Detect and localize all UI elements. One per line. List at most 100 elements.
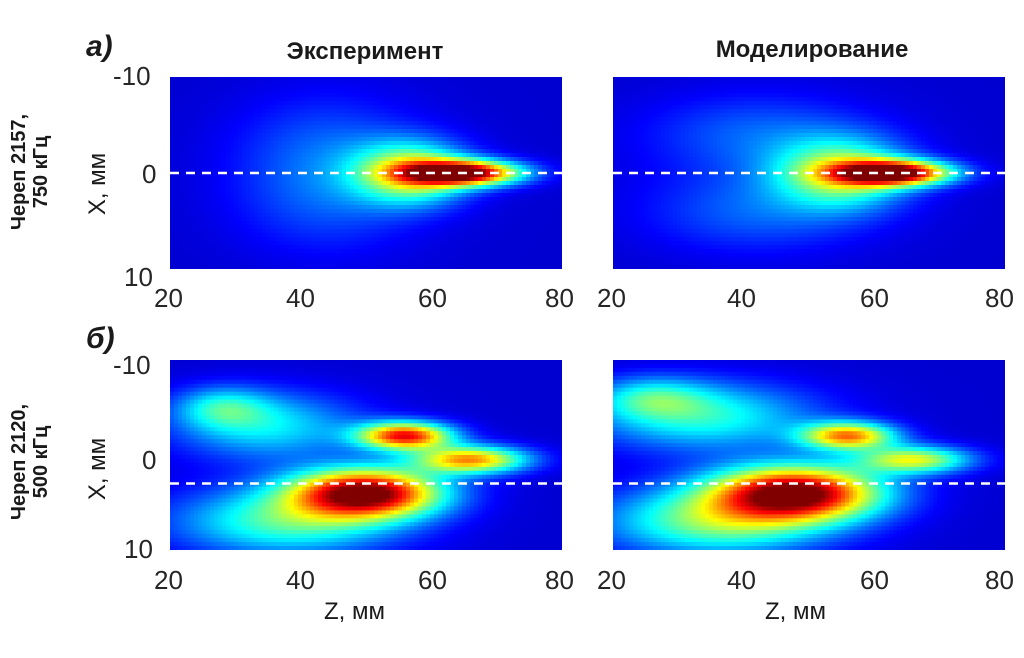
heatmap-cell <box>534 265 539 269</box>
heatmap-cell <box>558 205 562 210</box>
heatmap-cell <box>701 81 706 86</box>
heatmap-cell <box>398 237 403 242</box>
heatmap-cell <box>378 169 383 174</box>
heatmap-cell <box>442 249 447 254</box>
heatmap-cell <box>386 197 391 202</box>
heatmap-cell <box>442 265 447 269</box>
heatmap-cell <box>530 169 535 174</box>
heatmap-cell <box>246 193 251 198</box>
heatmap-cell <box>250 209 255 214</box>
heatmap-cell <box>370 109 375 114</box>
heatmap-cell <box>414 257 419 262</box>
heatmap-cell <box>266 153 271 158</box>
heatmap-cell <box>230 81 235 86</box>
heatmap-cell <box>170 137 175 142</box>
heatmap-cell <box>186 213 191 218</box>
heatmap-cell <box>402 85 407 90</box>
heatmap-cell <box>274 81 279 86</box>
heatmap-cell <box>653 85 658 90</box>
heatmap-cell <box>474 85 479 90</box>
heatmap-cell <box>534 253 539 258</box>
heatmap-cell <box>482 197 487 202</box>
heatmap-cell <box>354 101 359 106</box>
heatmap-cell <box>206 97 211 102</box>
heatmap-cell <box>326 157 331 162</box>
heatmap-cell <box>430 89 435 94</box>
heatmap-cell <box>406 169 411 174</box>
heatmap-cell <box>546 197 551 202</box>
heatmap-cell <box>346 101 351 106</box>
heatmap-cell <box>310 121 315 126</box>
heatmap-cell <box>514 189 519 194</box>
heatmap-cell <box>522 81 527 86</box>
heatmap-cell <box>298 225 303 230</box>
heatmap-cell <box>286 81 291 86</box>
heatmap-cell <box>266 193 271 198</box>
heatmap-cell <box>278 77 283 82</box>
heatmap-cell <box>186 185 191 190</box>
heatmap-cell <box>498 81 503 86</box>
heatmap-cell <box>334 205 339 210</box>
heatmap-cell <box>446 241 451 246</box>
ytick-a-top: -10 <box>113 61 151 91</box>
heatmap-cell <box>174 257 179 262</box>
heatmap-cell <box>462 105 467 110</box>
heatmap-cell <box>546 157 551 162</box>
heatmap-cell <box>518 237 523 242</box>
heatmap-cell <box>394 173 399 178</box>
heatmap-cell <box>558 85 562 90</box>
heatmap-cell <box>322 257 327 262</box>
heatmap-cell <box>466 233 471 238</box>
heatmap-cell <box>210 173 215 178</box>
heatmap-cell <box>450 217 455 222</box>
heatmap-cell <box>394 89 399 94</box>
heatmap-cell <box>306 213 311 218</box>
heatmap-cell <box>294 185 299 190</box>
heatmap-cell <box>713 81 718 86</box>
heatmap-cell <box>402 77 407 82</box>
heatmap-cell <box>198 221 203 226</box>
heatmap-cell <box>246 261 251 266</box>
heatmap-cell <box>538 177 543 182</box>
heatmap-cell <box>406 89 411 94</box>
heatmap-cell <box>218 189 223 194</box>
heatmap-cell <box>310 129 315 134</box>
heatmap-cell <box>478 117 483 122</box>
heatmap-cell <box>386 221 391 226</box>
heatmap-cell <box>438 89 443 94</box>
heatmap-cell <box>705 85 710 90</box>
heatmap-cell <box>518 233 523 238</box>
heatmap-cell <box>522 225 527 230</box>
heatmap-cell <box>246 253 251 258</box>
heatmap-cell <box>290 189 295 194</box>
heatmap-cell <box>466 81 471 86</box>
heatmap-cell <box>178 121 183 126</box>
heatmap-cell <box>494 197 499 202</box>
heatmap-cell <box>550 141 555 146</box>
heatmap-cell <box>621 81 626 86</box>
heatmap-cell <box>494 109 499 114</box>
heatmap-cell <box>474 133 479 138</box>
heatmap-cell <box>358 125 363 130</box>
heatmap-cell <box>374 161 379 166</box>
heatmap-cell <box>322 101 327 106</box>
heatmap-cell <box>418 261 423 266</box>
heatmap-cell <box>230 209 235 214</box>
heatmap-cell <box>206 257 211 262</box>
heatmap-cell <box>538 221 543 226</box>
heatmap-cell <box>242 161 247 166</box>
heatmap-cell <box>218 133 223 138</box>
heatmap-cell <box>290 245 295 250</box>
heatmap-cell <box>302 169 307 174</box>
heatmap-cell <box>550 177 555 182</box>
heatmap-cell <box>334 229 339 234</box>
heatmap-cell <box>905 81 910 86</box>
heatmap-cell <box>254 209 259 214</box>
heatmap-cell <box>470 149 475 154</box>
heatmap-cell <box>478 229 483 234</box>
heatmap-cell <box>258 241 263 246</box>
heatmap-cell <box>510 197 515 202</box>
heatmap-cell <box>262 105 267 110</box>
heatmap-cell <box>238 229 243 234</box>
heatmap-cell <box>238 173 243 178</box>
